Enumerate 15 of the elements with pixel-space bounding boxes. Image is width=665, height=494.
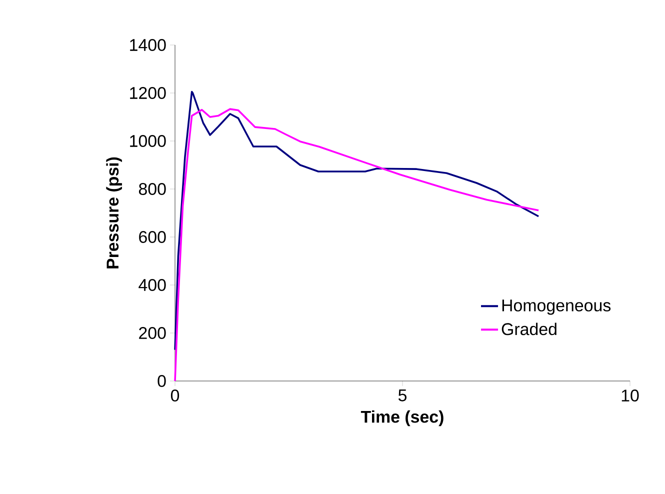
y-tick-label: 1400 [130, 38, 166, 51]
y-tick-label: 1000 [130, 135, 166, 147]
y-axis-title: Pressure (psi) [106, 157, 122, 268]
x-tick-label: 10 [622, 390, 639, 402]
y-tick-label: 600 [139, 231, 166, 243]
y-tick-label: 200 [139, 327, 166, 339]
y-tick-label: 0 [158, 375, 166, 387]
x-axis-title: Time (sec) [360, 410, 444, 426]
y-tick-label: 800 [138, 183, 166, 195]
legend-label: Graded [502, 322, 556, 336]
legend-label: Homogeneous [502, 300, 611, 315]
x-tick-label: 0 [170, 390, 180, 402]
y-tick-label: 400 [138, 279, 166, 291]
y-tick-label: 1200 [130, 87, 166, 99]
x-tick-label: 5 [398, 390, 406, 402]
